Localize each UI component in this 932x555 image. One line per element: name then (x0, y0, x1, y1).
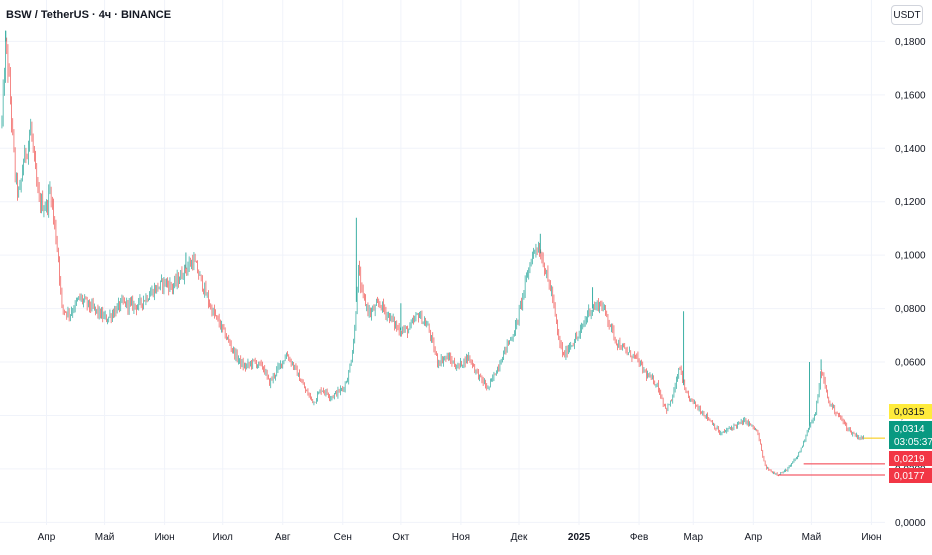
x-tick-label: Мар (683, 532, 703, 543)
price-label-text: 0,0315 (894, 407, 925, 418)
y-tick-label: 0,0600 (895, 358, 926, 369)
x-tick-label: Май (802, 532, 822, 543)
x-tick-label: Июн (154, 532, 174, 543)
y-tick-label: 0,1000 (895, 251, 926, 262)
y-tick-label: 0,0000 (895, 518, 926, 529)
symbol-title: BSW / TetherUS · 4ч · BINANCE (6, 9, 172, 21)
x-tick-label: Июн (861, 532, 881, 543)
x-tick-label: Апр (38, 532, 56, 543)
x-tick-label: 2025 (568, 532, 591, 543)
time-axis[interactable]: Апр Май Июн Июл Авг Сен Окт Ноя Дек 2025 Фев Мар Апр… (38, 532, 882, 543)
price-labels: 0,0315 0,0314 03:05:37 0,0219 0,0177 (889, 404, 932, 483)
y-tick-label: 0,1600 (895, 90, 926, 101)
x-tick-label: Июл (213, 532, 233, 543)
x-tick-label: Апр (744, 532, 762, 543)
x-tick-label: Авг (275, 532, 291, 543)
y-tick-label: 0,1200 (895, 197, 926, 208)
grid (0, 0, 885, 525)
x-tick-label: Май (95, 532, 115, 543)
currency-button[interactable]: USDT (891, 5, 923, 25)
price-label-text: 0,0314 (894, 424, 925, 435)
x-tick-label: Фев (630, 532, 648, 543)
x-tick-label: Ноя (452, 532, 470, 543)
price-label-yellow (889, 404, 932, 419)
y-tick-label: 0,1400 (895, 144, 926, 155)
countdown-timer: 03:05:37 (894, 437, 932, 448)
candles (1, 30, 864, 477)
price-label-red (889, 468, 932, 483)
price-lines (778, 437, 885, 476)
y-tick-label: 0,0800 (895, 304, 926, 315)
y-tick-label: 0,1800 (895, 37, 926, 48)
x-tick-label: Окт (392, 532, 409, 543)
price-label-red (889, 451, 932, 466)
x-tick-label: Дек (511, 532, 528, 543)
price-label-text: 0,0177 (894, 471, 925, 482)
price-label-last (889, 421, 932, 449)
price-label-text: 0,0219 (894, 454, 925, 465)
x-tick-label: Сен (334, 532, 352, 543)
